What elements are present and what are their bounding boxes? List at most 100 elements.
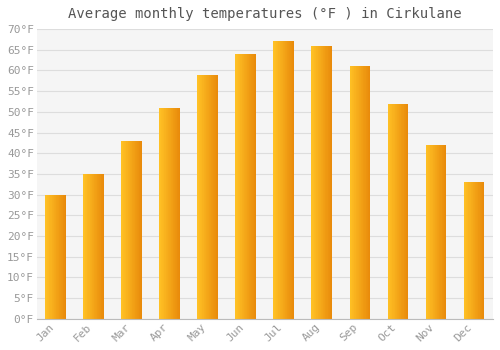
Bar [205, 75, 206, 319]
Bar [170, 108, 171, 319]
Bar [164, 108, 165, 319]
Bar [314, 46, 315, 319]
Bar [254, 54, 255, 319]
Bar [364, 66, 365, 319]
Bar [215, 75, 216, 319]
Bar [57, 195, 58, 319]
Bar [161, 108, 162, 319]
Bar [468, 182, 469, 319]
Bar [478, 182, 479, 319]
Bar [276, 42, 277, 319]
Bar [217, 75, 218, 319]
Bar [274, 42, 275, 319]
Bar [470, 182, 472, 319]
Bar [62, 195, 64, 319]
Bar [431, 145, 432, 319]
Bar [434, 145, 436, 319]
Bar [391, 104, 392, 319]
Bar [469, 182, 470, 319]
Bar [95, 174, 96, 319]
Bar [483, 182, 484, 319]
Bar [86, 174, 87, 319]
Bar [402, 104, 403, 319]
Bar [288, 42, 289, 319]
Bar [240, 54, 241, 319]
Bar [472, 182, 474, 319]
Bar [362, 66, 364, 319]
Bar [360, 66, 362, 319]
Bar [466, 182, 467, 319]
Bar [169, 108, 170, 319]
Bar [49, 195, 50, 319]
Bar [406, 104, 407, 319]
Bar [318, 46, 319, 319]
Bar [480, 182, 481, 319]
Bar [250, 54, 251, 319]
Bar [405, 104, 406, 319]
Bar [92, 174, 93, 319]
Bar [177, 108, 178, 319]
Bar [433, 145, 434, 319]
Bar [351, 66, 352, 319]
Bar [98, 174, 100, 319]
Bar [356, 66, 357, 319]
Bar [357, 66, 358, 319]
Bar [238, 54, 239, 319]
Bar [125, 141, 126, 319]
Bar [313, 46, 314, 319]
Bar [243, 54, 244, 319]
Bar [52, 195, 53, 319]
Bar [319, 46, 320, 319]
Bar [439, 145, 440, 319]
Bar [330, 46, 331, 319]
Bar [286, 42, 288, 319]
Bar [482, 182, 483, 319]
Bar [316, 46, 317, 319]
Bar [87, 174, 88, 319]
Bar [204, 75, 205, 319]
Bar [200, 75, 201, 319]
Bar [290, 42, 291, 319]
Bar [237, 54, 238, 319]
Bar [236, 54, 237, 319]
Bar [322, 46, 324, 319]
Bar [289, 42, 290, 319]
Bar [168, 108, 169, 319]
Bar [138, 141, 139, 319]
Bar [440, 145, 441, 319]
Bar [103, 174, 104, 319]
Bar [241, 54, 242, 319]
Bar [432, 145, 433, 319]
Bar [93, 174, 94, 319]
Bar [398, 104, 400, 319]
Bar [329, 46, 330, 319]
Bar [390, 104, 391, 319]
Bar [443, 145, 444, 319]
Bar [427, 145, 428, 319]
Bar [467, 182, 468, 319]
Bar [366, 66, 367, 319]
Bar [207, 75, 208, 319]
Bar [167, 108, 168, 319]
Bar [280, 42, 281, 319]
Bar [278, 42, 279, 319]
Bar [127, 141, 128, 319]
Bar [354, 66, 355, 319]
Bar [277, 42, 278, 319]
Bar [201, 75, 202, 319]
Bar [352, 66, 353, 319]
Bar [48, 195, 49, 319]
Bar [252, 54, 253, 319]
Bar [324, 46, 326, 319]
Bar [392, 104, 393, 319]
Bar [59, 195, 60, 319]
Bar [275, 42, 276, 319]
Bar [365, 66, 366, 319]
Bar [320, 46, 321, 319]
Bar [281, 42, 282, 319]
Bar [327, 46, 328, 319]
Title: Average monthly temperatures (°F ) in Cirkulane: Average monthly temperatures (°F ) in Ci… [68, 7, 462, 21]
Bar [279, 42, 280, 319]
Bar [97, 174, 98, 319]
Bar [209, 75, 210, 319]
